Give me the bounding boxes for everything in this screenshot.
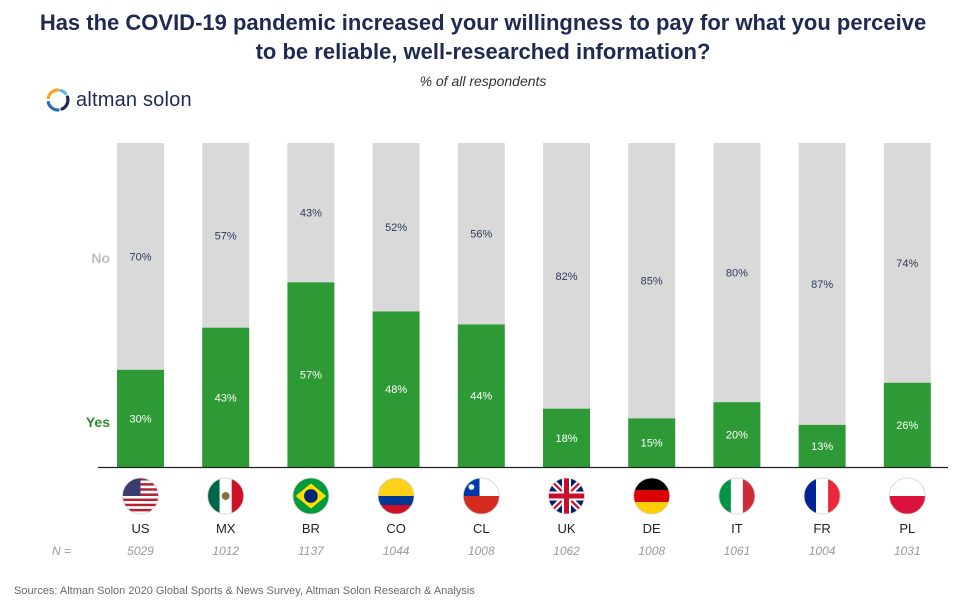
bar-no-co [372, 143, 420, 312]
fr-flag-icon [804, 478, 841, 514]
n-value-uk: 1062 [553, 544, 580, 558]
n-value-de: 1008 [638, 544, 665, 558]
n-value-co: 1044 [383, 544, 410, 558]
flag-border-it [718, 477, 756, 515]
label-yes-br: 57% [300, 370, 322, 382]
label-no-fr: 87% [811, 279, 833, 291]
label-no-uk: 82% [555, 271, 577, 283]
label-no-us: 70% [129, 251, 151, 263]
category-label-de: DE [643, 521, 661, 536]
category-label-br: BR [302, 521, 320, 536]
n-value-fr: 1004 [809, 544, 836, 558]
pl-flag-icon [889, 478, 926, 514]
chart-title-line-2: to be reliable, well-researched informat… [255, 39, 711, 64]
mx-flag-icon [207, 478, 244, 514]
bar-no-it [713, 143, 761, 403]
bar-no-pl [883, 143, 931, 383]
bar-no-uk [543, 143, 590, 409]
category-label-fr: FR [813, 521, 830, 536]
bar-yes-uk [543, 408, 590, 467]
label-yes-uk: 18% [555, 433, 577, 445]
n-value-it: 1061 [724, 544, 751, 558]
n-value-pl: 1031 [894, 544, 921, 558]
source-note: Sources: Altman Solon 2020 Global Sports… [14, 585, 475, 597]
legend-yes-label: Yes [86, 414, 110, 430]
n-label: N = [52, 544, 71, 558]
altman-solon-logo-icon [46, 88, 70, 112]
bar-no-de [628, 143, 676, 419]
category-label-mx: MX [216, 521, 236, 536]
category-label-uk: UK [557, 521, 575, 536]
altman-solon-logo: altman solon [46, 86, 192, 114]
bar-yes-it [713, 402, 761, 467]
label-yes-pl: 26% [896, 420, 918, 432]
label-no-it: 80% [726, 268, 748, 280]
it-flag-icon [718, 478, 755, 514]
category-label-co: CO [386, 521, 406, 536]
bar-no-us [117, 143, 164, 370]
de-flag-icon [633, 478, 670, 514]
bar-yes-us [117, 369, 164, 467]
n-value-mx: 1012 [212, 544, 239, 558]
bar-no-mx [202, 143, 250, 328]
bar-no-fr [798, 143, 846, 425]
label-no-pl: 74% [896, 258, 918, 270]
flag-border-us [122, 477, 159, 515]
category-label-us: US [131, 521, 149, 536]
legend-no-label: No [91, 250, 110, 266]
br-flag-icon [292, 478, 329, 514]
chart-title: Has the COVID-19 pandemic increased your… [0, 8, 966, 66]
label-yes-cl: 44% [470, 391, 492, 403]
n-value-br: 1137 [298, 544, 325, 558]
flag-border-pl [888, 477, 926, 515]
category-label-pl: PL [899, 521, 915, 536]
chart-title-line-1: Has the COVID-19 pandemic increased your… [39, 10, 927, 35]
label-no-co: 52% [385, 222, 407, 234]
label-no-mx: 57% [215, 230, 237, 242]
logo-text: altman solon [76, 88, 192, 111]
flag-border-de [633, 477, 671, 515]
label-yes-it: 20% [726, 430, 748, 442]
label-yes-us: 30% [129, 413, 151, 425]
flag-border-br [292, 477, 330, 515]
label-no-br: 43% [300, 208, 322, 220]
label-no-de: 85% [641, 276, 663, 288]
bar-yes-pl [883, 382, 931, 467]
label-yes-co: 48% [385, 384, 407, 396]
cl-flag-icon [463, 478, 500, 514]
label-yes-fr: 13% [811, 441, 833, 453]
chart-subtitle: % of all respondents [419, 73, 547, 89]
bar-no-br [287, 143, 335, 283]
bar-yes-fr [798, 424, 846, 467]
label-no-cl: 56% [470, 229, 492, 241]
bar-yes-br [287, 282, 335, 467]
bar-yes-de [628, 418, 676, 467]
flag-border-cl [462, 477, 500, 515]
flag-border-uk [548, 477, 585, 515]
bar-no-cl [457, 143, 505, 325]
n-value-cl: 1008 [468, 544, 495, 558]
co-flag-icon [378, 478, 415, 514]
flag-border-fr [803, 477, 841, 515]
n-value-us: 5029 [127, 544, 154, 558]
label-yes-mx: 43% [215, 392, 237, 404]
flag-border-co [377, 477, 415, 515]
uk-flag-icon [548, 478, 585, 514]
bar-yes-co [372, 311, 420, 467]
bar-yes-mx [202, 327, 250, 467]
bar-yes-cl [457, 324, 505, 467]
category-label-cl: CL [473, 521, 490, 536]
label-yes-de: 15% [641, 438, 663, 450]
flag-border-mx [207, 477, 245, 515]
category-label-it: IT [731, 521, 743, 536]
